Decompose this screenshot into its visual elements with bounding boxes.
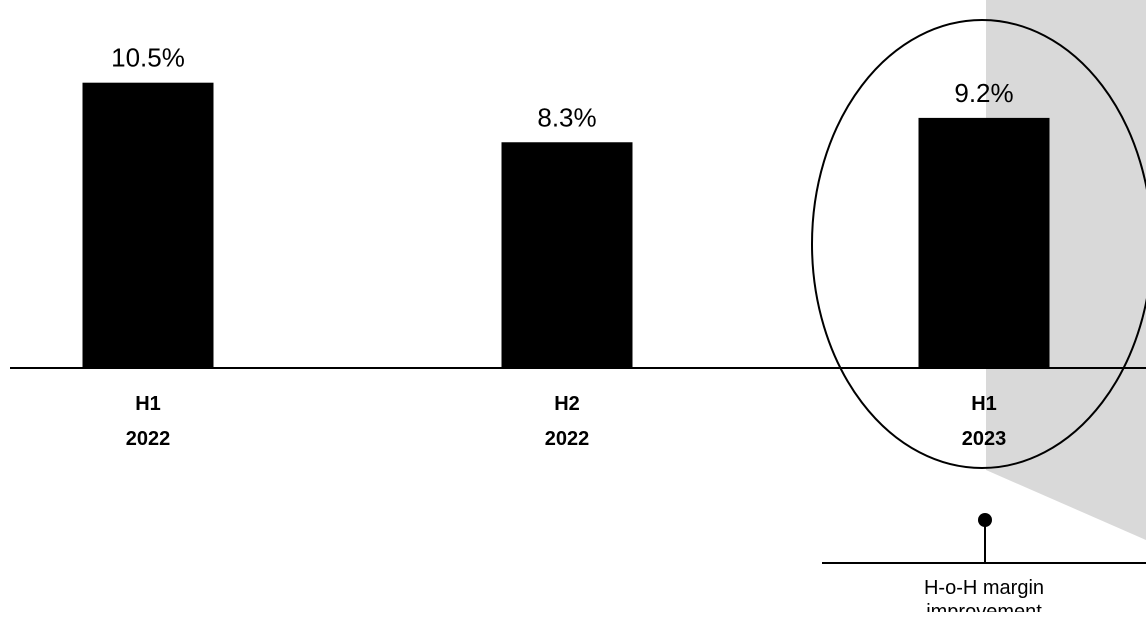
- category-label-line1: H2: [554, 393, 580, 415]
- category-label-line2: 2022: [545, 428, 590, 450]
- bar-h1-2023: [918, 117, 1050, 368]
- highlight-ellipse: [811, 19, 1146, 469]
- category-label-line1: H1: [971, 393, 997, 415]
- bar-value-label: 9.2%: [954, 78, 1013, 108]
- bar-h2-2022: [501, 142, 633, 367]
- category-label-line1: H1: [135, 393, 161, 415]
- category-label-line2: 2022: [126, 428, 171, 450]
- bars-layer: 10.5% H1 2022 8.3% H2 2022 9.2% H1 2023: [82, 43, 1050, 450]
- callout-text-line2: improvement: [926, 601, 1042, 612]
- bar-h1-2022: [82, 82, 214, 367]
- bar-value-label: 10.5%: [111, 43, 185, 73]
- category-label-line2: 2023: [962, 428, 1007, 450]
- bar-value-label: 8.3%: [537, 102, 596, 132]
- callout-text-line1: H-o-H margin: [924, 577, 1044, 599]
